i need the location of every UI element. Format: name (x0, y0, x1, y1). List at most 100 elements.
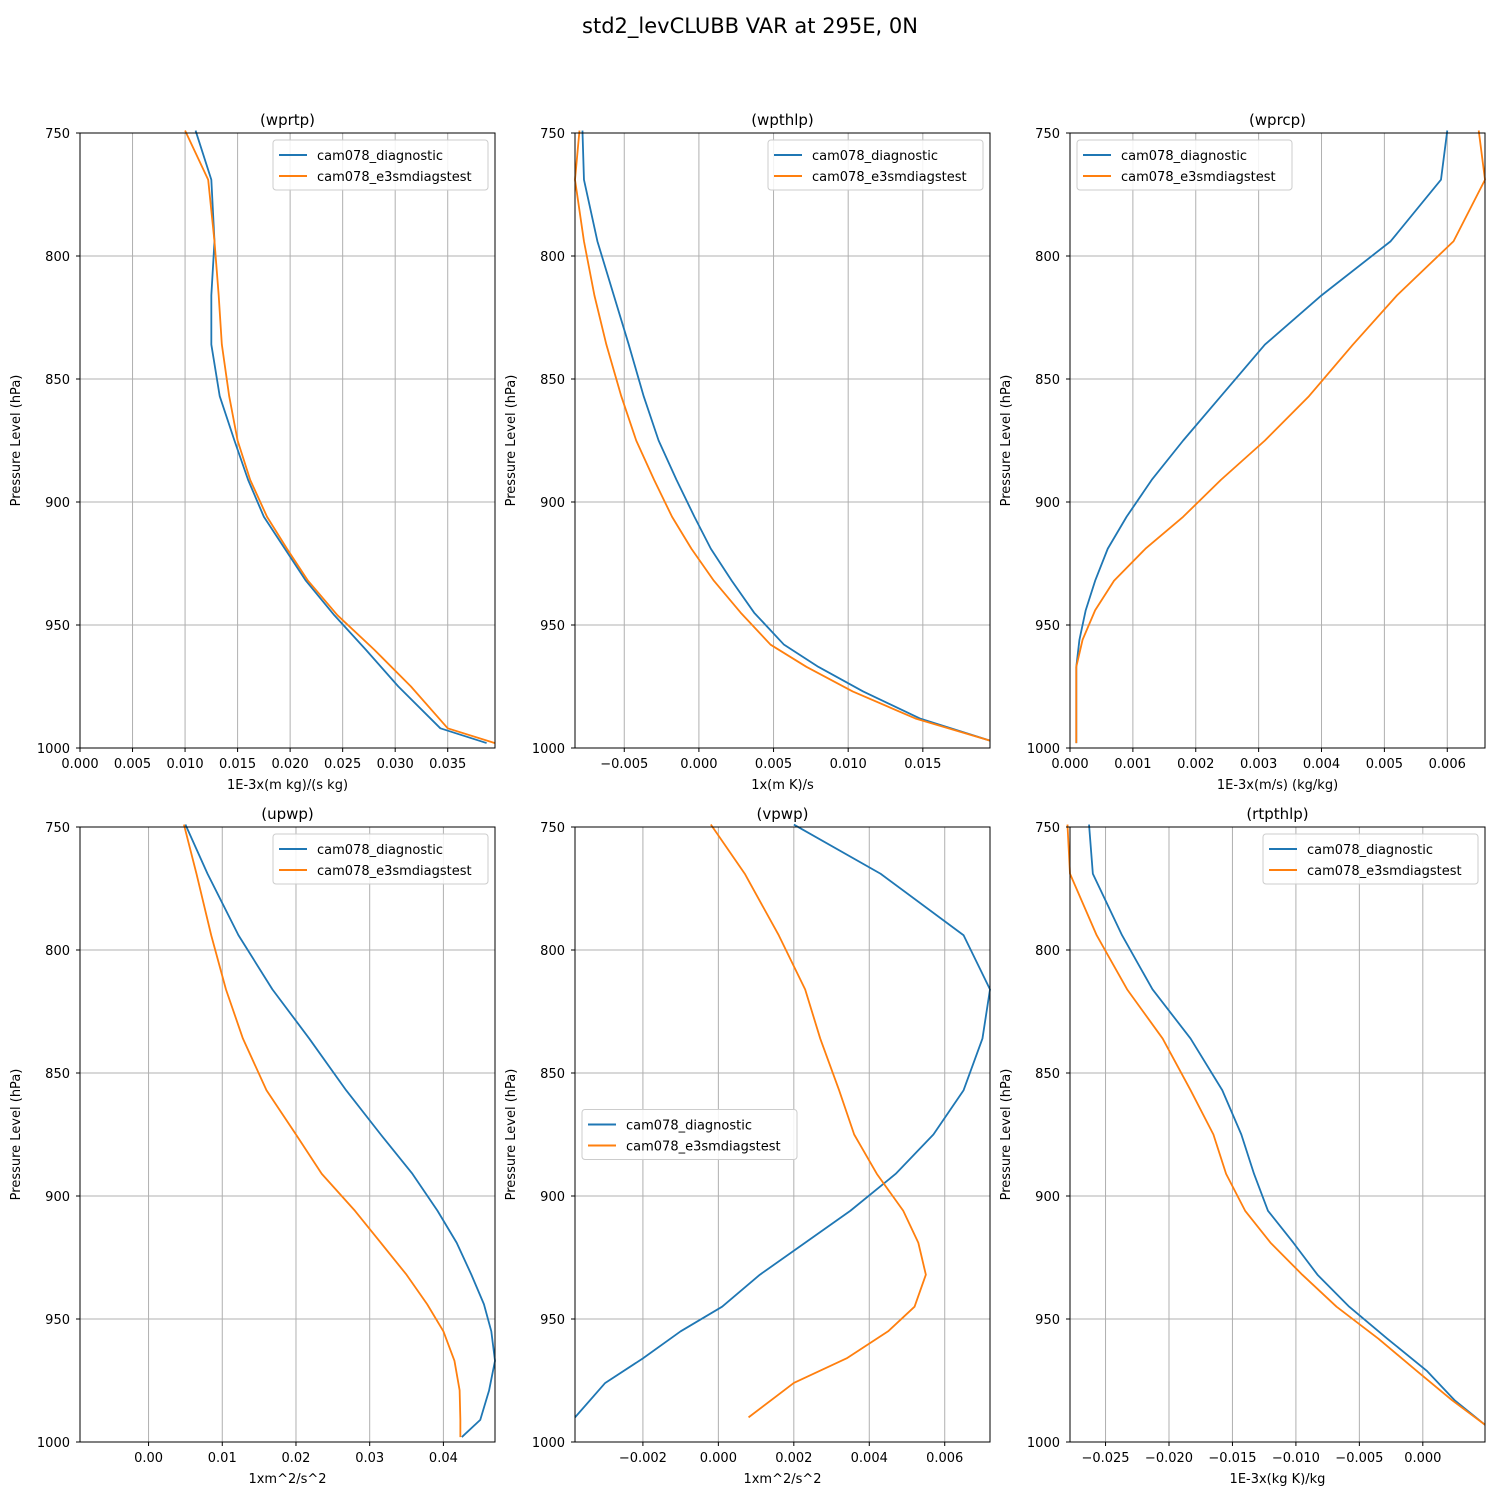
x-tick-label: 0.020 (272, 757, 309, 772)
y-tick-label: 1000 (1027, 1436, 1060, 1451)
y-tick-label: 750 (45, 821, 70, 836)
x-tick-label: 0.000 (700, 1451, 737, 1466)
series-line-cam078_e3smdiagstest (1066, 824, 1486, 1426)
x-tick-label: 0.035 (429, 757, 466, 772)
x-tick-label: 0.004 (1303, 757, 1340, 772)
x-tick-label: 0.04 (429, 1451, 458, 1466)
x-tick-label: 0.005 (1366, 757, 1403, 772)
y-tick-label: 750 (1035, 821, 1060, 836)
series-line-cam078_diagnostic (1088, 824, 1486, 1426)
x-axis-label: 1xm^2/s^2 (743, 1472, 821, 1487)
series-line-cam078_e3smdiagstest (574, 130, 991, 742)
y-tick-label: 950 (540, 619, 565, 634)
x-tick-label: 0.03 (355, 1451, 384, 1466)
y-tick-label: 900 (45, 1190, 70, 1205)
x-tick-label: 0.015 (219, 757, 256, 772)
chart-title: (wpthlp) (751, 111, 814, 129)
chart-title: (upwp) (261, 805, 314, 823)
chart-title: (vpwp) (757, 805, 809, 823)
y-tick-label: 950 (45, 1313, 70, 1328)
y-tick-label: 850 (1035, 373, 1060, 388)
x-tick-label: −0.005 (1335, 1451, 1383, 1466)
x-tick-label: 0.01 (208, 1451, 237, 1466)
x-tick-label: 0.002 (775, 1451, 812, 1466)
x-tick-label: 0.005 (755, 757, 792, 772)
plot-frame (1069, 132, 1486, 749)
y-tick-label: 1000 (37, 1436, 70, 1451)
x-tick-label: 0.015 (904, 757, 941, 772)
legend-label: cam078_diagnostic (317, 843, 443, 858)
y-tick-label: 850 (540, 373, 565, 388)
series-line-cam078_diagnostic (194, 130, 487, 744)
y-tick-label: 1000 (532, 742, 565, 757)
y-tick-label: 1000 (1027, 742, 1060, 757)
x-tick-label: 0.000 (61, 757, 98, 772)
y-tick-label: 800 (540, 250, 565, 265)
figure-title: std2_levCLUBB VAR at 295E, 0N (582, 14, 918, 38)
y-tick-label: 750 (540, 821, 565, 836)
y-axis-label: Pressure Level (hPa) (504, 375, 519, 507)
y-tick-label: 800 (1035, 250, 1060, 265)
y-tick-label: 1000 (37, 742, 70, 757)
y-tick-label: 750 (540, 127, 565, 142)
plot-frame (1069, 826, 1486, 1443)
x-axis-label: 1xm^2/s^2 (248, 1472, 326, 1487)
y-tick-label: 900 (45, 496, 70, 511)
y-tick-label: 850 (1035, 1067, 1060, 1082)
legend-label: cam078_e3smdiagstest (1307, 864, 1462, 879)
x-tick-label: 0.003 (1240, 757, 1277, 772)
x-tick-label: 0.002 (1177, 757, 1214, 772)
x-tick-label: 0.025 (324, 757, 361, 772)
x-tick-label: 0.00 (134, 1451, 163, 1466)
legend-box (1076, 139, 1293, 191)
legend: cam078_diagnostic cam078_e3smdiagstest (581, 1109, 798, 1160)
chart-panel-2: 0.000 0.001 0.002 0.003 0.004 0.005 0.006 750 80… (999, 111, 1486, 793)
series-line-cam078_diagnostic (581, 130, 991, 742)
series-line-cam078_diagnostic (1075, 130, 1449, 744)
y-axis-label: Pressure Level (hPa) (504, 1069, 519, 1201)
y-tick-label: 950 (540, 1313, 565, 1328)
chart-title: (rtpthlp) (1246, 805, 1308, 823)
legend-label: cam078_e3smdiagstest (317, 170, 472, 185)
y-tick-label: 850 (45, 373, 70, 388)
legend-label: cam078_e3smdiagstest (812, 170, 967, 185)
chart-panel-5: −0.025 −0.020 −0.015 −0.010 −0.005 0.000 750 80… (999, 805, 1486, 1487)
x-tick-label: −0.020 (1145, 1451, 1193, 1466)
legend: cam078_diagnostic cam078_e3smdiagstest (1262, 833, 1479, 885)
x-tick-label: −0.002 (619, 1451, 667, 1466)
x-tick-label: 0.006 (926, 1451, 963, 1466)
y-tick-label: 950 (45, 619, 70, 634)
x-axis-label: 1E-3x(m/s) (kg/kg) (1217, 778, 1338, 793)
x-tick-label: −0.005 (600, 757, 648, 772)
legend: cam078_diagnostic cam078_e3smdiagstest (767, 139, 984, 191)
x-tick-label: 0.001 (1114, 757, 1151, 772)
y-axis-label: Pressure Level (hPa) (9, 375, 24, 507)
x-tick-label: 0.030 (377, 757, 414, 772)
legend-box (767, 139, 984, 191)
y-tick-label: 850 (540, 1067, 565, 1082)
x-tick-label: 0.010 (166, 757, 203, 772)
chart-panel-3: 0.00 0.01 0.02 0.03 0.04 750 800 850 900 950 1000 (… (9, 805, 496, 1487)
y-tick-label: 800 (1035, 944, 1060, 959)
y-axis-label: Pressure Level (hPa) (999, 375, 1014, 507)
chart-title: (wprcp) (1249, 111, 1306, 129)
y-tick-label: 800 (45, 250, 70, 265)
x-axis-label: 1E-3x(m kg)/(s kg) (227, 778, 348, 793)
chart-panel-1: −0.005 0.000 0.005 0.010 0.015 750 800 850 900 95… (504, 111, 991, 793)
x-tick-label: 0.005 (114, 757, 151, 772)
y-tick-label: 900 (1035, 496, 1060, 511)
plot-frame (574, 826, 991, 1443)
legend-label: cam078_e3smdiagstest (317, 864, 472, 879)
series-line-cam078_e3smdiagstest (184, 130, 496, 744)
series-line-cam078_e3smdiagstest (1075, 130, 1486, 744)
x-tick-label: 0.000 (1404, 1451, 1441, 1466)
y-tick-label: 750 (1035, 127, 1060, 142)
legend-label: cam078_e3smdiagstest (1121, 170, 1276, 185)
legend-label: cam078_diagnostic (1121, 149, 1247, 164)
x-axis-label: 1x(m K)/s (751, 778, 814, 793)
legend: cam078_diagnostic cam078_e3smdiagstest (272, 833, 489, 885)
x-tick-label: 0.000 (1051, 757, 1088, 772)
x-tick-label: −0.010 (1272, 1451, 1320, 1466)
legend-label: cam078_diagnostic (812, 149, 938, 164)
legend-box (272, 139, 489, 191)
